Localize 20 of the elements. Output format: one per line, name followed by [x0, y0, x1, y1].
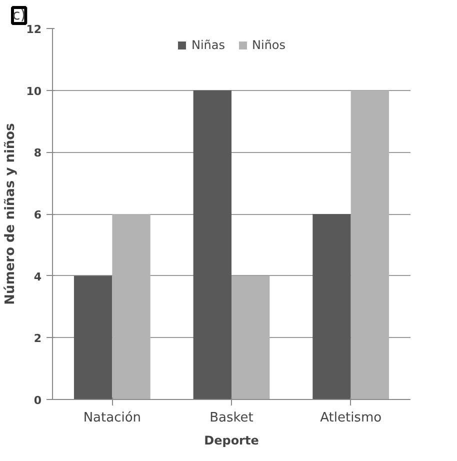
x-axis-title: Deporte: [204, 434, 259, 448]
bar: [74, 276, 112, 400]
x-tick-label: Atletismo: [320, 410, 382, 426]
bar: [112, 214, 150, 400]
bar: [193, 90, 232, 400]
y-tick-label: 8: [34, 146, 42, 160]
y-tick-label: 12: [26, 23, 42, 36]
y-tick-label: 4: [34, 270, 42, 284]
bar: [232, 276, 270, 400]
legend-label: Niñas: [191, 38, 226, 52]
y-tick-label: 6: [34, 208, 42, 222]
y-tick-label: 10: [26, 84, 42, 98]
legend-label: Niños: [252, 38, 286, 52]
y-tick-label: 2: [34, 332, 42, 346]
y-axis-title: Número de niñas y niños: [3, 122, 18, 305]
y-tick-label: 0: [34, 394, 42, 407]
x-tick-label: Basket: [210, 410, 254, 426]
bar: [350, 90, 390, 400]
bar: [312, 214, 351, 400]
x-tick-label: Natación: [83, 410, 142, 426]
